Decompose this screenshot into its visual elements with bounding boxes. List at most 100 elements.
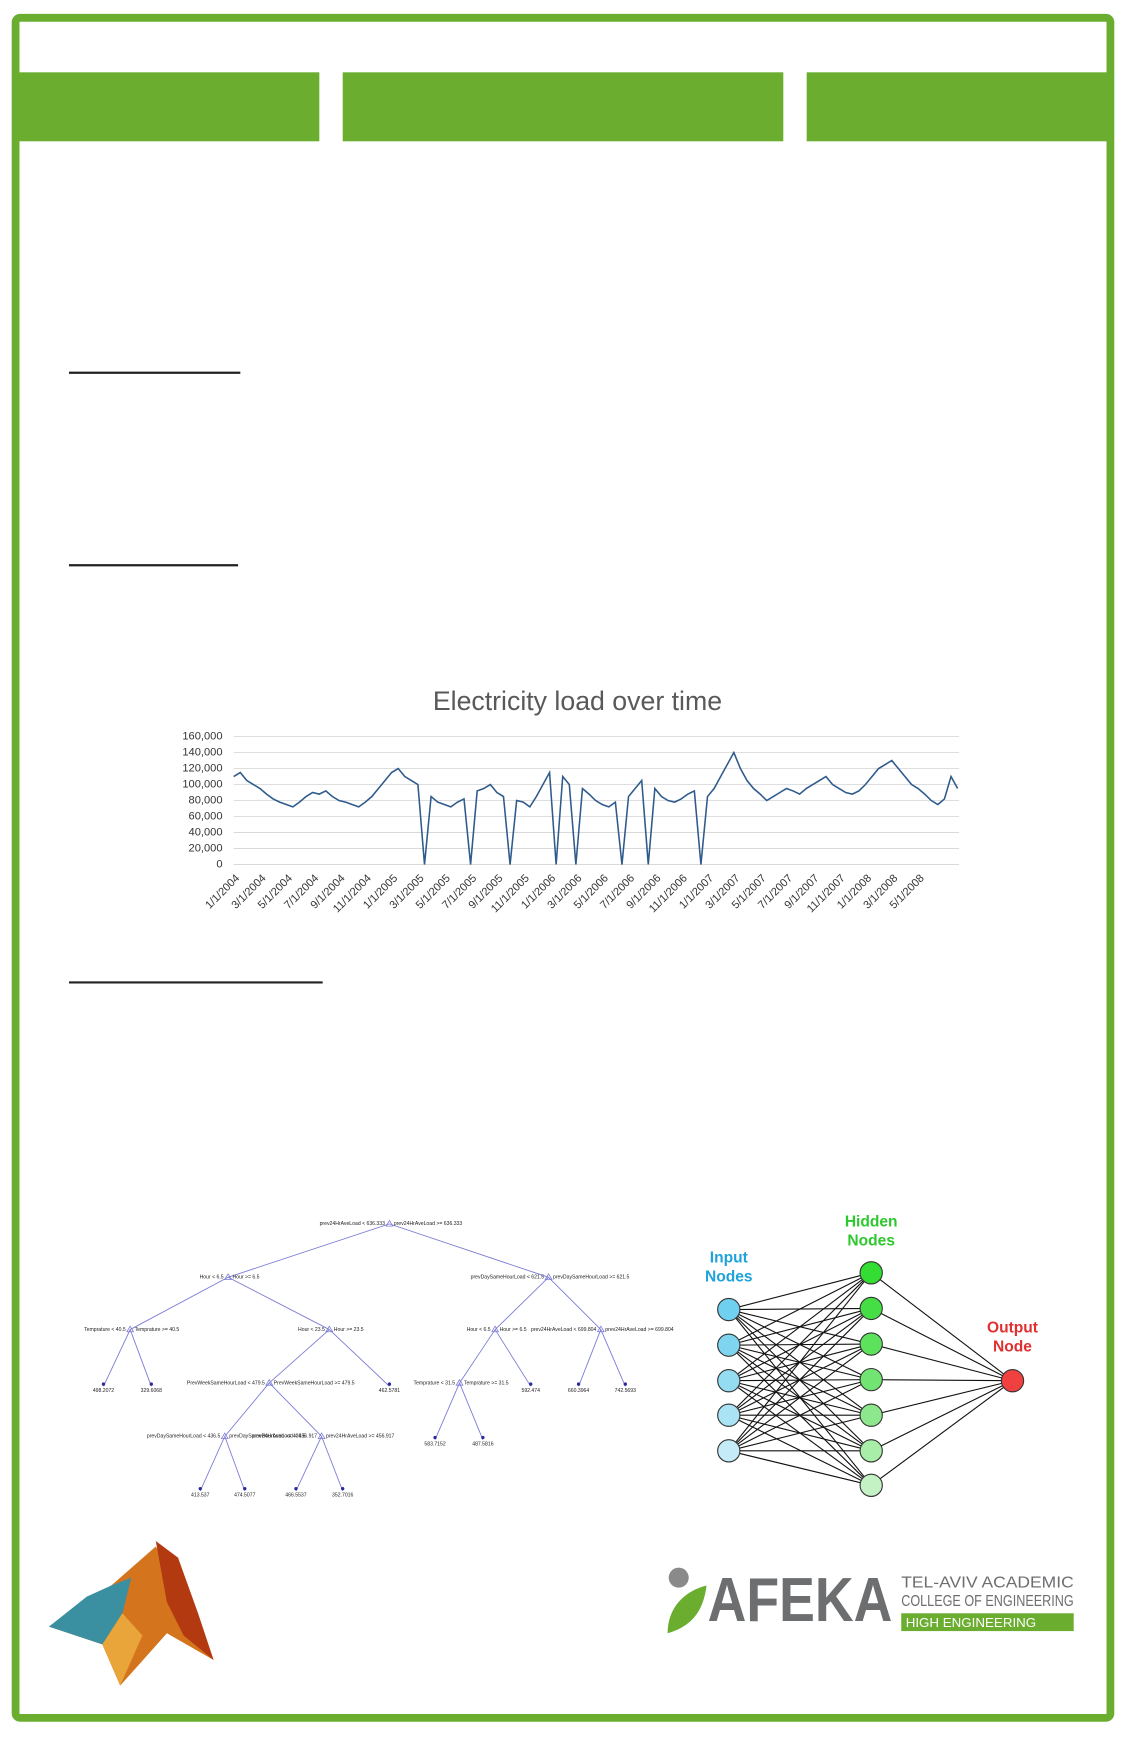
split-label: Temprature >= 31.5 <box>464 1380 509 1386</box>
leaf-label: 592.474 <box>521 1388 540 1394</box>
y-tick-label: 60,000 <box>189 810 223 822</box>
y-tick-label: 80,000 <box>189 794 223 806</box>
header-bar <box>806 72 1108 142</box>
leaf-node <box>623 1382 627 1386</box>
leaf-node <box>294 1486 298 1491</box>
input-node <box>717 1333 741 1357</box>
tree-edge <box>129 1276 229 1330</box>
leaf-label: 742.5693 <box>615 1388 636 1394</box>
leaf-node <box>198 1486 202 1491</box>
hidden-node <box>859 1403 883 1427</box>
leaf-node <box>433 1435 437 1440</box>
tree-edge <box>494 1329 532 1387</box>
leaf-label: 352.7016 <box>332 1493 353 1499</box>
leaf-node <box>101 1382 106 1386</box>
split-label: PrevWeekSameHourLoad < 479.5 <box>187 1380 265 1386</box>
net-edge <box>728 1450 872 1486</box>
leaf-node <box>149 1382 153 1386</box>
leaf-label: 487.5816 <box>472 1442 493 1448</box>
split-label: prev24HrAveLoad >= 456.917 <box>326 1434 395 1440</box>
net-edge <box>871 1343 1013 1382</box>
split-label: Temprature >= 40.5 <box>135 1327 180 1333</box>
tree-node <box>126 1325 135 1333</box>
tree-node <box>325 1325 334 1333</box>
net-edge <box>870 1380 1013 1452</box>
tree-edge <box>389 1223 549 1278</box>
net-edge <box>728 1272 872 1311</box>
output-node <box>1000 1369 1025 1393</box>
split-label: prev24HrAveLoad < 699.804 <box>531 1327 597 1333</box>
neural-network: Input Nodes Hidden Nodes Output Node <box>705 1214 1038 1498</box>
tree-edge <box>129 1329 152 1387</box>
leaf-label: 474.5077 <box>234 1493 255 1499</box>
leaf-node <box>387 1382 392 1386</box>
y-tick-label: 0 <box>216 858 222 870</box>
label-line: Nodes <box>705 1268 753 1285</box>
net-edge <box>728 1272 872 1382</box>
tree-edge <box>268 1382 322 1437</box>
input-node <box>717 1403 741 1427</box>
split-label: prevDaySameHourLoad < 436.5 <box>147 1434 221 1440</box>
hidden-node <box>859 1473 883 1498</box>
split-label: prevDaySameHourLoad >= 436.5 <box>229 1434 306 1440</box>
logo-shape <box>155 1540 214 1661</box>
label-line: Input <box>710 1249 748 1266</box>
header-bar <box>18 72 320 142</box>
tree-node <box>455 1378 464 1386</box>
leaf-node <box>481 1435 485 1440</box>
tree-edge <box>199 1436 226 1492</box>
frame <box>11 13 1115 1722</box>
net-edge <box>871 1380 1013 1416</box>
label-line: Output <box>987 1320 1038 1337</box>
label-line: Hidden <box>845 1214 898 1231</box>
split-label: Hour < 6.5 <box>200 1275 224 1281</box>
tree-edge <box>224 1382 270 1437</box>
input-node <box>717 1439 741 1463</box>
net-edge <box>870 1307 1013 1382</box>
data-line <box>233 750 959 865</box>
logo-name: AFEKA <box>708 1566 893 1635</box>
leaf-node <box>529 1382 533 1386</box>
logo-text: COLLEGE OF ENGINEERING <box>901 1593 1073 1610</box>
leaf-label: 329.6068 <box>141 1388 162 1394</box>
tree-edge <box>224 1436 246 1492</box>
split-label: prevDaySameHourLoad >= 621.5 <box>553 1275 630 1281</box>
hidden-node <box>859 1439 883 1463</box>
tree-node <box>596 1325 605 1333</box>
leaf-label: 413.537 <box>191 1493 210 1499</box>
split-label: Hour < 23.5 <box>298 1327 325 1333</box>
split-label: prev24HrAveLoad < 636.333 <box>320 1221 386 1227</box>
tree-edge <box>103 1329 131 1387</box>
split-label: Temprature < 40.5 <box>84 1327 126 1333</box>
tree-edge <box>321 1436 344 1492</box>
tree-edge <box>459 1382 484 1440</box>
label-line: Nodes <box>847 1233 895 1250</box>
tree-edge <box>227 1223 390 1278</box>
split-label: prev24HrAveLoad >= 699.804 <box>605 1327 674 1333</box>
tree-node <box>491 1325 500 1333</box>
net-edge <box>728 1414 872 1452</box>
hidden-node <box>859 1367 883 1392</box>
leaf-label: 462.5781 <box>379 1388 400 1394</box>
tree-edge <box>548 1276 602 1330</box>
leaf-label: 583.7152 <box>424 1442 445 1448</box>
tree-edge <box>329 1329 390 1387</box>
y-tick-label: 160,000 <box>182 730 222 742</box>
leaf-node <box>341 1486 345 1491</box>
net-edge <box>870 1380 1013 1486</box>
split-label: Hour < 6.5 <box>467 1327 491 1333</box>
tree-edge <box>227 1276 330 1330</box>
logo-leaf <box>667 1585 707 1634</box>
tree-node <box>224 1273 233 1280</box>
node-group-label: Output Node <box>987 1320 1038 1356</box>
split-label: prev24HrAveLoad >= 636.333 <box>394 1221 463 1227</box>
y-tick-label: 140,000 <box>182 746 222 758</box>
split-label: Hour >= 6.5 <box>500 1327 527 1333</box>
net-edge <box>728 1308 872 1452</box>
tree-edge <box>459 1329 496 1384</box>
logo-shape <box>48 1577 132 1645</box>
split-label: PrevWeekSameHourLoad >= 479.5 <box>274 1380 355 1386</box>
header-bar <box>342 72 784 142</box>
hidden-node <box>859 1296 883 1321</box>
